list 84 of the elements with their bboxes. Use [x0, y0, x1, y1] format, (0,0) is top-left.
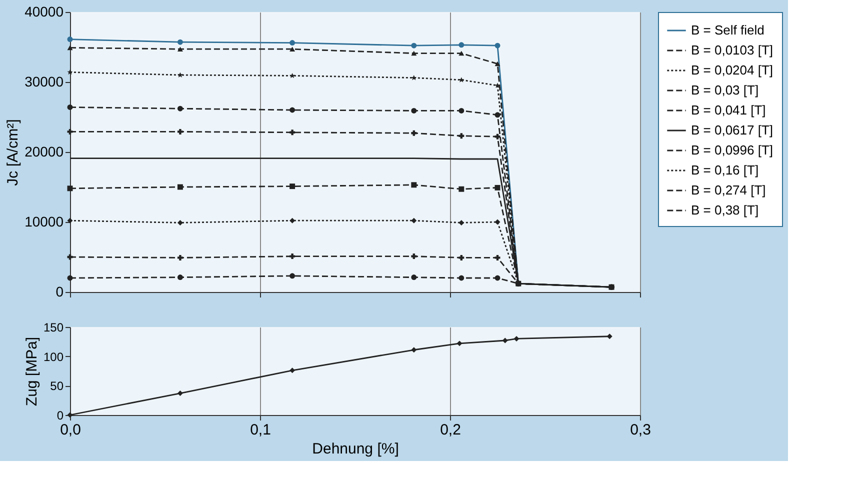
y-axis-title: Zug [MPa] [23, 336, 40, 406]
point [458, 254, 464, 260]
y-tick-label: 20000 [24, 144, 64, 160]
point [494, 184, 500, 190]
point [67, 186, 73, 192]
point [458, 77, 464, 82]
point [494, 275, 500, 281]
point [177, 128, 183, 134]
y-axis-title: Jc [A/cm²] [4, 119, 22, 186]
point [456, 340, 462, 346]
point [290, 130, 296, 136]
y-tick-label: 50 [50, 379, 64, 394]
point [411, 254, 417, 260]
point [458, 186, 464, 192]
legend-label: B = Self field [691, 22, 764, 38]
y-tick-label: 30000 [24, 74, 64, 90]
point [290, 273, 296, 279]
legend-label: B = 0,0617 [T] [691, 122, 774, 138]
point [177, 390, 183, 396]
y-tick-label: 40000 [24, 4, 64, 20]
point [177, 39, 183, 45]
point [458, 42, 464, 48]
x-tick-label: 0,2 [440, 422, 461, 438]
point [494, 112, 500, 118]
legend-label: B = 0,274 [T] [691, 182, 766, 198]
point [458, 133, 464, 139]
point [411, 182, 417, 188]
point [411, 218, 417, 224]
point [411, 130, 417, 136]
legend-label: B = 0,03 [T] [691, 82, 759, 98]
x-tick-label: 0,1 [250, 422, 271, 438]
point [411, 50, 417, 56]
point [67, 45, 73, 50]
point [177, 254, 183, 260]
point [67, 104, 73, 110]
point [458, 275, 464, 281]
point [177, 184, 183, 190]
point [290, 107, 296, 113]
point [67, 36, 73, 42]
point [177, 72, 183, 78]
point [411, 75, 417, 80]
point [177, 106, 183, 112]
point [514, 336, 520, 342]
y-tick-label: 150 [43, 320, 64, 334]
point [290, 184, 296, 190]
point [67, 275, 73, 281]
point [606, 334, 612, 340]
legend-label: B = 0,0204 [T] [691, 62, 774, 78]
x-tick-label: 0,3 [630, 422, 651, 438]
point [458, 220, 464, 226]
point [177, 220, 183, 226]
legend-label: B = 0,16 [T] [691, 162, 759, 178]
point [494, 254, 500, 260]
x-axis-title: Dehnung [%] [312, 440, 399, 458]
point [290, 254, 296, 260]
point [411, 42, 417, 48]
point [290, 46, 296, 52]
point [290, 72, 296, 78]
point [290, 368, 296, 374]
legend-label: B = 0,041 [T] [691, 102, 766, 118]
legend-label: B = 0,38 [T] [691, 202, 759, 218]
point [67, 218, 73, 224]
point [411, 347, 417, 353]
point [502, 338, 508, 344]
y-tick-label: 10000 [24, 214, 64, 230]
point [411, 108, 417, 114]
point [67, 128, 73, 134]
y-tick-label: 0 [56, 284, 64, 300]
point [494, 61, 500, 66]
point [458, 108, 464, 114]
point [67, 69, 73, 75]
point [494, 42, 500, 48]
y-tick-label: 100 [43, 350, 64, 364]
point [458, 50, 464, 56]
y-tick-label: 0 [56, 408, 64, 422]
point [290, 40, 296, 46]
point [177, 46, 183, 52]
point [494, 219, 500, 225]
legend-label: B = 0,0996 [T] [691, 142, 774, 158]
legend-label: B = 0,0103 [T] [691, 42, 774, 58]
point [290, 218, 296, 224]
point [177, 274, 183, 280]
x-tick-label: 0,0 [60, 422, 81, 438]
point [411, 274, 417, 280]
